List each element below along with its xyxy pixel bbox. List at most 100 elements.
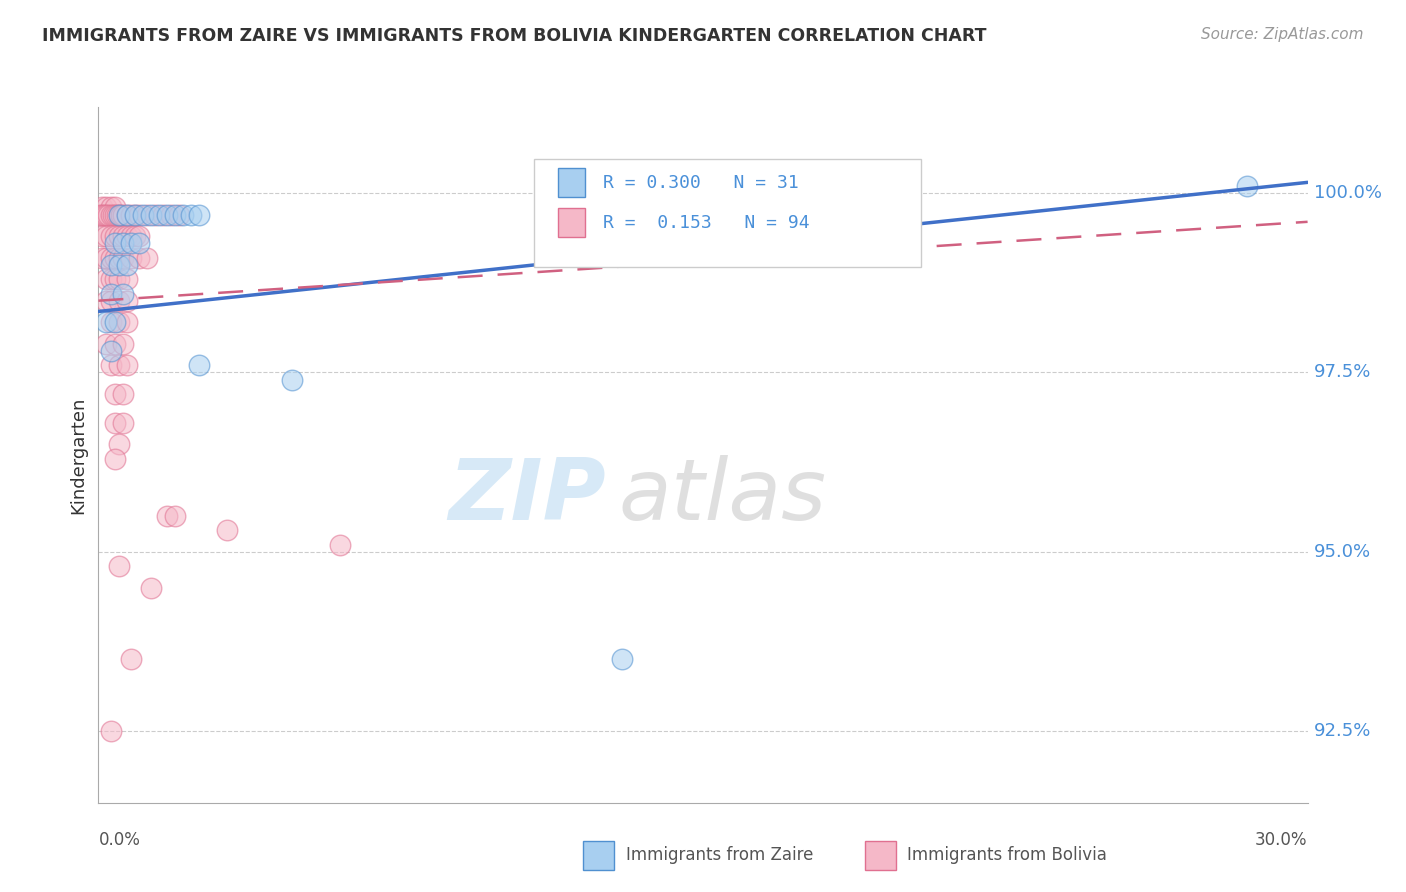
Point xyxy=(103,315,125,329)
Point xyxy=(111,286,134,301)
Point xyxy=(139,208,162,222)
Point xyxy=(163,508,186,523)
Point xyxy=(103,201,125,215)
Point xyxy=(100,358,122,372)
Text: Source: ZipAtlas.com: Source: ZipAtlas.com xyxy=(1201,27,1364,42)
Point xyxy=(115,272,138,286)
Y-axis label: Kindergarten: Kindergarten xyxy=(69,396,87,514)
Point xyxy=(281,373,304,387)
Point xyxy=(217,523,239,537)
Point xyxy=(120,652,142,666)
Point xyxy=(152,208,174,222)
Text: atlas: atlas xyxy=(619,455,827,538)
Point xyxy=(124,208,146,222)
FancyBboxPatch shape xyxy=(558,208,585,237)
Point xyxy=(91,201,114,215)
Point xyxy=(103,416,125,430)
Point xyxy=(124,229,146,244)
Point xyxy=(128,251,150,265)
Point xyxy=(160,208,183,222)
Point xyxy=(188,358,211,372)
Point xyxy=(115,208,138,222)
Text: 95.0%: 95.0% xyxy=(1313,542,1371,561)
Point xyxy=(107,251,129,265)
Point xyxy=(100,315,122,329)
Point xyxy=(107,258,129,272)
Point xyxy=(96,336,118,351)
Point xyxy=(107,293,129,308)
FancyBboxPatch shape xyxy=(534,159,921,267)
Point xyxy=(115,258,138,272)
Point xyxy=(111,251,134,265)
Point xyxy=(101,208,124,222)
Point xyxy=(115,229,138,244)
Point xyxy=(96,293,118,308)
Point xyxy=(128,229,150,244)
Point xyxy=(120,229,142,244)
Text: R =  0.153   N = 94: R = 0.153 N = 94 xyxy=(603,213,810,232)
Point xyxy=(128,236,150,251)
Point xyxy=(135,251,157,265)
Point xyxy=(111,336,134,351)
Point xyxy=(115,208,138,222)
Point xyxy=(103,229,125,244)
Point xyxy=(107,208,129,222)
Point xyxy=(100,286,122,301)
Point xyxy=(148,208,170,222)
Point xyxy=(96,251,118,265)
Text: ZIP: ZIP xyxy=(449,455,606,538)
Point xyxy=(110,208,132,222)
Point xyxy=(91,251,114,265)
Point xyxy=(612,652,634,666)
Point xyxy=(96,315,118,329)
Point xyxy=(100,724,122,739)
Point xyxy=(100,251,122,265)
Point xyxy=(100,201,122,215)
Text: Immigrants from Bolivia: Immigrants from Bolivia xyxy=(907,847,1107,864)
Point xyxy=(100,208,122,222)
Point xyxy=(100,293,122,308)
Point xyxy=(91,208,114,222)
Point xyxy=(139,581,162,595)
Point xyxy=(111,208,134,222)
Point xyxy=(135,208,157,222)
Point xyxy=(100,229,122,244)
Point xyxy=(172,208,194,222)
Point xyxy=(111,236,134,251)
Text: 30.0%: 30.0% xyxy=(1256,830,1308,848)
Point xyxy=(103,387,125,401)
Point xyxy=(156,508,179,523)
Point xyxy=(115,358,138,372)
Point xyxy=(120,236,142,251)
Point xyxy=(1236,178,1258,193)
Point xyxy=(103,451,125,466)
Point xyxy=(143,208,166,222)
Point xyxy=(107,315,129,329)
FancyBboxPatch shape xyxy=(558,169,585,197)
Point xyxy=(96,201,118,215)
Point xyxy=(97,208,120,222)
Point xyxy=(128,208,150,222)
Point xyxy=(329,538,352,552)
Point xyxy=(93,208,115,222)
Text: 0.0%: 0.0% xyxy=(98,830,141,848)
Point xyxy=(107,208,129,222)
Point xyxy=(96,272,118,286)
Point xyxy=(91,229,114,244)
Point xyxy=(107,437,129,451)
Point xyxy=(111,416,134,430)
Point xyxy=(103,236,125,251)
Point xyxy=(103,208,125,222)
Text: Immigrants from Zaire: Immigrants from Zaire xyxy=(626,847,813,864)
Text: 92.5%: 92.5% xyxy=(1313,722,1371,740)
Point xyxy=(107,272,129,286)
Text: 97.5%: 97.5% xyxy=(1313,363,1371,382)
Point xyxy=(103,336,125,351)
Point xyxy=(163,208,186,222)
Point xyxy=(100,343,122,358)
Point xyxy=(107,358,129,372)
Point xyxy=(105,208,128,222)
Point xyxy=(115,315,138,329)
Point xyxy=(111,229,134,244)
Text: 100.0%: 100.0% xyxy=(1313,184,1382,202)
